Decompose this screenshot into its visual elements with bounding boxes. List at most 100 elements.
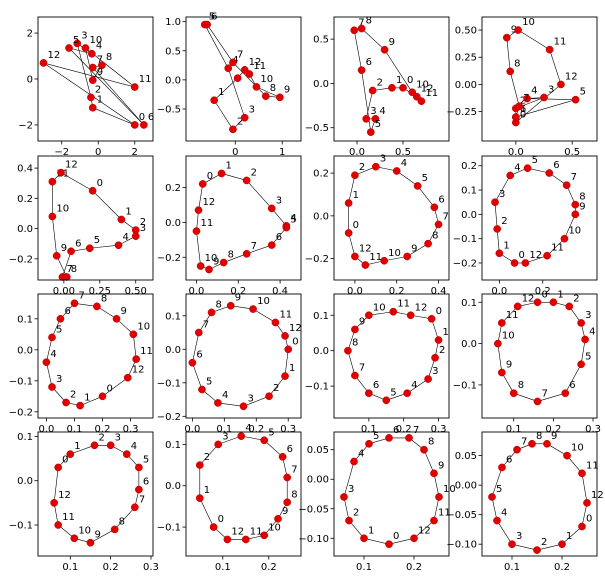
point-10 — [380, 256, 389, 265]
x-tick-label: 0.0 — [491, 286, 507, 297]
point-label-7: 7 — [139, 494, 145, 505]
edge-3-4 — [407, 378, 429, 394]
point-label-11: 11 — [506, 310, 519, 321]
point-label-7: 7 — [571, 172, 577, 183]
point-label-10: 10 — [571, 443, 584, 454]
point-1 — [66, 450, 75, 458]
y-tick-label: 0.0 — [313, 346, 329, 357]
subplot-5: 01234567891011120.000.250.50−0.20.00.20.… — [9, 155, 154, 297]
point-11 — [48, 177, 57, 186]
point-label-3: 3 — [140, 223, 146, 234]
x-tick-label: 0.3 — [585, 424, 601, 435]
point-label-6: 6 — [64, 306, 70, 317]
point-label-9: 9 — [438, 460, 444, 471]
point-label-10: 10 — [522, 17, 535, 28]
y-tick-label: −0.2 — [157, 253, 181, 264]
point-label-8: 8 — [228, 250, 234, 261]
y-tick-label: −0.2 — [305, 254, 329, 265]
y-tick-label: 0.00 — [307, 475, 329, 486]
point-label-2: 2 — [377, 78, 383, 89]
point-2 — [265, 392, 273, 401]
axes-frame — [185, 293, 302, 419]
point-label-12: 12 — [289, 323, 302, 334]
point-6 — [67, 247, 75, 256]
edge-4-5 — [241, 435, 265, 441]
point-1 — [495, 249, 504, 258]
point-label-12: 12 — [203, 197, 216, 208]
point-label-6: 6 — [520, 104, 526, 115]
point-11 — [130, 83, 139, 91]
point-2 — [533, 546, 541, 554]
y-tick-label: 0.05 — [455, 451, 477, 462]
point-11 — [192, 227, 201, 235]
edge-1-2 — [268, 375, 286, 397]
point-0 — [88, 186, 97, 195]
point-label-5: 5 — [94, 235, 100, 246]
y-tick-label: −0.5 — [305, 123, 329, 134]
edge-0-1 — [92, 107, 135, 126]
x-tick-label: 0.1 — [216, 424, 232, 435]
point-10 — [563, 451, 571, 460]
point-5 — [365, 439, 373, 448]
point-label-7: 7 — [413, 425, 419, 436]
edge-12-0 — [388, 537, 415, 545]
point-10 — [560, 234, 569, 243]
edge-3-4 — [343, 461, 355, 498]
point-label-7: 7 — [237, 49, 243, 60]
point-label-4: 4 — [222, 390, 228, 401]
point-9 — [88, 76, 97, 84]
y-tick-label: 0.1 — [165, 311, 181, 322]
point-label-12: 12 — [421, 84, 434, 95]
point-8 — [110, 525, 119, 534]
y-tick-label: 0.0 — [165, 218, 181, 229]
point-2 — [345, 516, 353, 525]
x-tick-label: 0.2 — [261, 562, 277, 573]
x-tick-label: 0.2 — [103, 562, 119, 573]
point-8 — [424, 239, 432, 248]
edge-7-8 — [513, 392, 538, 402]
point-7 — [88, 63, 97, 72]
point-label-8: 8 — [291, 489, 297, 500]
edge-8-9 — [423, 449, 435, 474]
point-12 — [194, 206, 203, 214]
point-10 — [514, 26, 522, 34]
point-label-8: 8 — [352, 338, 358, 349]
point-2 — [62, 398, 70, 407]
edge-2-3 — [343, 496, 350, 521]
x-tick-label: 0.5 — [564, 147, 580, 158]
y-tick-label: 0.05 — [307, 445, 329, 456]
point-4 — [42, 358, 51, 367]
edge-4-5 — [46, 337, 53, 363]
point-label-3: 3 — [222, 431, 228, 442]
y-tick-label: −0.1 — [305, 382, 329, 393]
point-12 — [410, 534, 418, 543]
edge-6-7 — [501, 449, 518, 468]
y-tick-label: −0.10 — [446, 540, 477, 551]
x-tick-label: 0.0 — [347, 286, 363, 297]
edge-2-3 — [511, 543, 538, 551]
point-label-4: 4 — [131, 441, 137, 452]
point-label-6: 6 — [196, 350, 202, 361]
point-label-4: 4 — [501, 508, 507, 519]
edge-5-6 — [491, 467, 503, 498]
point-12 — [57, 168, 65, 177]
point-4 — [581, 335, 589, 344]
point-12 — [412, 92, 421, 101]
point-label-12: 12 — [249, 57, 262, 68]
point-0 — [233, 74, 242, 82]
point-0 — [130, 121, 139, 129]
edge-5-6 — [68, 47, 145, 126]
point-label-10: 10 — [268, 522, 281, 533]
point-label-11: 11 — [140, 346, 153, 357]
x-tick-label: 0.2 — [230, 286, 246, 297]
point-label-0: 0 — [520, 110, 526, 121]
point-2 — [195, 461, 204, 469]
point-label-6: 6 — [75, 238, 81, 249]
point-5 — [382, 396, 391, 405]
point-0 — [209, 523, 218, 531]
y-tick-label: −0.1 — [453, 234, 477, 245]
point-label-3: 3 — [276, 195, 282, 206]
axes-frame — [333, 16, 450, 142]
